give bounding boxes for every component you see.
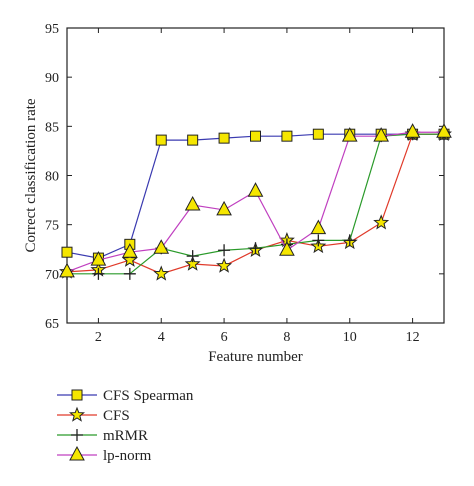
data-point-mrmr — [123, 267, 136, 280]
y-tick-label: 95 — [45, 22, 59, 37]
axes: 2 4 6 8 10 12 65 70 75 80 85 90 95 — [45, 22, 445, 345]
data-point-lp-norm — [373, 127, 390, 142]
y-tick-label: 70 — [45, 268, 59, 283]
series-lp-norm — [59, 123, 452, 278]
data-point-mrmr — [249, 242, 262, 255]
data-point-lp-norm — [90, 251, 107, 266]
data-point-cfs — [121, 251, 138, 267]
legend-marker-cfs — [69, 406, 85, 422]
data-point-cfs-spearman — [250, 130, 261, 142]
data-point-mrmr — [218, 244, 231, 257]
data-point-lp-norm — [247, 182, 264, 197]
y-tick-label: 90 — [45, 71, 59, 86]
x-tick-label: 12 — [406, 330, 420, 345]
y-axis-label: Correct classification rate — [23, 98, 39, 252]
data-point-lp-norm — [341, 127, 358, 142]
data-point-cfs-spearman — [155, 134, 167, 146]
x-tick-label: 2 — [95, 330, 102, 345]
legend-item-cfs-spearman: CFS Spearman — [57, 388, 194, 404]
legend-marker-mrmr — [71, 429, 83, 441]
y-tick-label: 80 — [45, 170, 59, 185]
x-tick-label: 8 — [283, 330, 290, 345]
y-tick-label: 65 — [45, 317, 59, 332]
legend-marker-lp-norm — [69, 445, 85, 461]
x-tick-label: 10 — [343, 330, 357, 345]
data-point-lp-norm — [59, 262, 75, 278]
y-tick-label: 85 — [45, 120, 59, 135]
x-tick-label: 6 — [221, 330, 228, 345]
data-point-mrmr — [312, 234, 325, 247]
series-cfs — [59, 125, 452, 281]
data-point-cfs — [153, 265, 170, 281]
y-tick-label: 75 — [45, 219, 59, 234]
data-point-cfs — [184, 255, 201, 271]
data-point-cfs-spearman — [187, 134, 199, 146]
data-point-mrmr — [92, 267, 105, 280]
data-point-cfs — [216, 257, 233, 273]
data-point-lp-norm — [216, 200, 232, 216]
data-point-cfs-spearman — [61, 246, 73, 258]
data-point-cfs-spearman — [312, 128, 324, 140]
data-point-lp-norm — [153, 239, 170, 254]
data-point-mrmr — [343, 234, 356, 247]
data-point-mrmr — [186, 250, 199, 263]
legend-label-mrmr: mRMR — [103, 428, 148, 444]
data-point-lp-norm — [121, 243, 138, 258]
legend-marker-cfs-spearman — [71, 389, 83, 401]
x-axis-label: Feature number — [208, 349, 303, 365]
plot-frame — [66, 27, 445, 324]
data-point-cfs-spearman — [281, 130, 293, 142]
data-point-lp-norm — [184, 195, 201, 211]
x-tick-label: 4 — [158, 330, 165, 345]
series-mrmr — [61, 128, 450, 280]
legend-item-mrmr: mRMR — [57, 428, 148, 444]
legend-item-cfs: CFS — [57, 406, 130, 424]
legend: CFS Spearman CFS mRMR lp-norm — [57, 388, 194, 464]
data-point-lp-norm — [404, 123, 421, 138]
data-point-lp-norm — [279, 241, 295, 256]
legend-label-lp-norm: lp-norm — [103, 448, 152, 464]
legend-item-lp-norm: lp-norm — [57, 445, 152, 464]
series-layer — [59, 123, 452, 281]
legend-label-cfs-spearman: CFS Spearman — [103, 388, 194, 404]
data-point-cfs — [373, 214, 390, 230]
data-point-cfs-spearman — [218, 132, 230, 144]
data-point-lp-norm — [310, 219, 327, 235]
legend-label-cfs: CFS — [103, 408, 130, 424]
data-point-lp-norm — [436, 123, 452, 138]
